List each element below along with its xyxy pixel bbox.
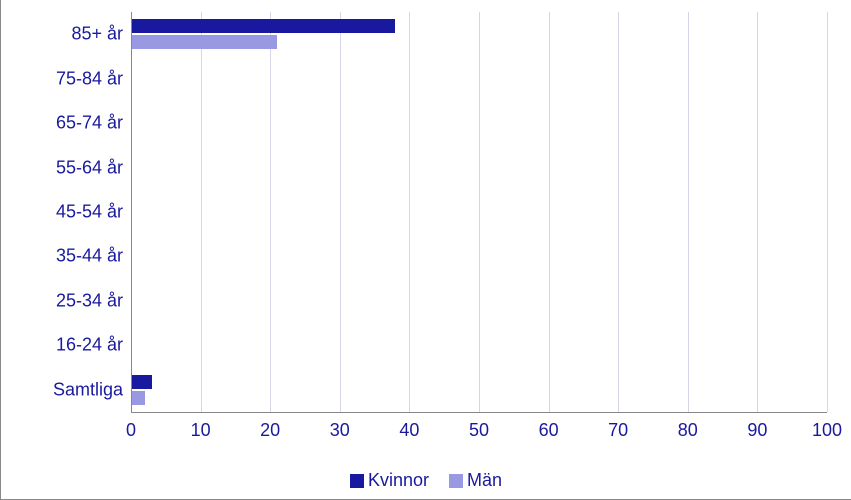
plot-area (131, 12, 827, 412)
y-axis-label: 65-74 år (3, 113, 123, 134)
bar-kvinnor (131, 375, 152, 389)
x-axis-label: 60 (539, 420, 559, 441)
y-axis-label: 45-54 år (3, 202, 123, 223)
grid-line (479, 12, 480, 412)
y-axis-line (131, 12, 132, 412)
legend-swatch (449, 474, 463, 488)
y-axis-label: 16-24 år (3, 335, 123, 356)
grid-line (270, 12, 271, 412)
y-axis-label: 55-64 år (3, 157, 123, 178)
y-axis-label: 35-44 år (3, 246, 123, 267)
bar-kvinnor (131, 19, 395, 33)
x-axis-label: 80 (678, 420, 698, 441)
legend-item: Kvinnor (350, 470, 429, 491)
legend-swatch (350, 474, 364, 488)
y-axis-label: 25-34 år (3, 290, 123, 311)
legend-label: Kvinnor (368, 470, 429, 491)
y-axis-label: 85+ år (3, 24, 123, 45)
legend-item: Män (449, 470, 502, 491)
x-axis-label: 40 (399, 420, 419, 441)
bar-män (131, 391, 145, 405)
bar-män (131, 35, 277, 49)
legend: Kvinnor Män (1, 470, 851, 491)
grid-line (618, 12, 619, 412)
grid-line (340, 12, 341, 412)
x-axis-label: 10 (191, 420, 211, 441)
grid-line (409, 12, 410, 412)
legend-label: Män (467, 470, 502, 491)
x-axis-label: 50 (469, 420, 489, 441)
chart-container: 85+ år 75-84 år 65-74 år 55-64 år 45-54 år 35… (0, 0, 851, 500)
x-axis-line (131, 412, 827, 413)
grid-line (688, 12, 689, 412)
x-axis-label: 20 (260, 420, 280, 441)
grid-line (201, 12, 202, 412)
grid-line (757, 12, 758, 412)
x-axis-label: 30 (330, 420, 350, 441)
x-axis-label: 0 (126, 420, 136, 441)
x-axis-label: 100 (812, 420, 842, 441)
grid-line (827, 12, 828, 412)
x-axis-label: 70 (608, 420, 628, 441)
grid-line (549, 12, 550, 412)
x-axis-label: 90 (747, 420, 767, 441)
y-axis-label: Samtliga (3, 379, 123, 400)
y-axis-label: 75-84 år (3, 68, 123, 89)
